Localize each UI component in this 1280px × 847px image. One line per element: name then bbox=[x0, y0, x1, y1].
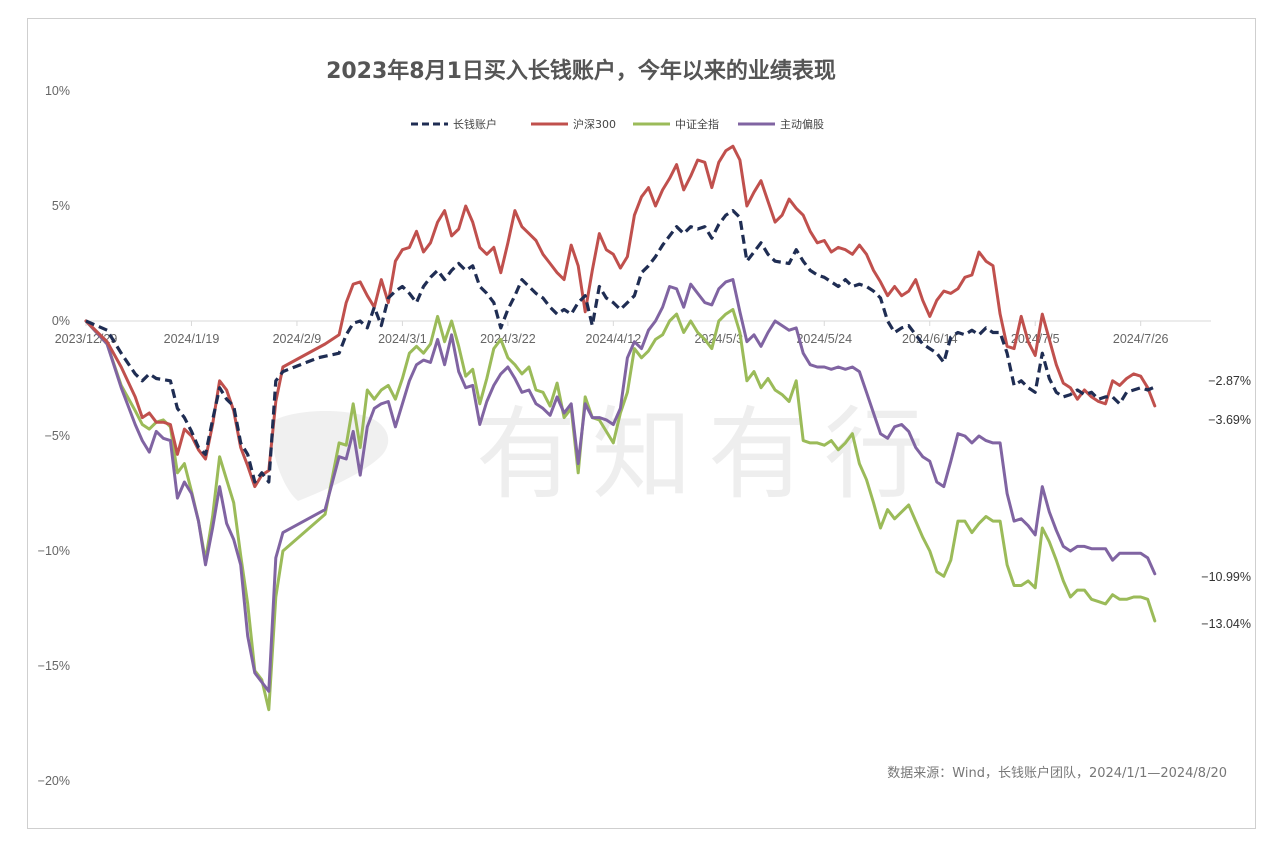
x-tick-label: 2024/1/19 bbox=[164, 332, 220, 346]
y-tick-label: 5% bbox=[52, 199, 70, 213]
chart-title: 2023年8月1日买入长钱账户，今年以来的业绩表现 bbox=[326, 58, 836, 84]
x-tick-label: 2024/3/22 bbox=[480, 332, 536, 346]
x-tick-label: 2024/6/14 bbox=[902, 332, 958, 346]
chart-frame: 有知有行 2023年8月1日买入长钱账户，今年以来的业绩表现 长钱账户 沪深300… bbox=[27, 18, 1256, 829]
legend-label: 沪深300 bbox=[573, 117, 616, 131]
series-line-1 bbox=[85, 209, 1156, 484]
series-end-label: −13.04% bbox=[1201, 617, 1251, 631]
legend-label: 主动偏股 bbox=[780, 117, 824, 131]
legend: 长钱账户 沪深300 中证全指 主动偏股 bbox=[411, 117, 824, 131]
x-tick-label: 2024/5/3 bbox=[694, 332, 743, 346]
series-line-3 bbox=[84, 308, 1157, 712]
series-lines bbox=[84, 144, 1157, 712]
y-tick-label: −5% bbox=[45, 429, 70, 443]
end-labels: −2.87% −3.69% −13.04% −10.99% bbox=[1201, 374, 1251, 631]
y-tick-label: 0% bbox=[52, 314, 70, 328]
x-tick-label: 2024/4/12 bbox=[586, 332, 642, 346]
legend-label: 长钱账户 bbox=[453, 117, 497, 131]
source-note: 数据来源：Wind，长钱账户团队，2024/1/1—2024/8/20 bbox=[887, 765, 1227, 781]
series-end-label: −2.87% bbox=[1208, 374, 1251, 388]
y-tick-label: −15% bbox=[38, 659, 70, 673]
y-tick-label: −10% bbox=[38, 544, 70, 558]
y-axis: 10% 5% 0% −5% −10% −15% −20% bbox=[38, 84, 70, 788]
series-line-4 bbox=[84, 278, 1157, 693]
x-tick-label: 2024/7/26 bbox=[1113, 332, 1169, 346]
series-end-label: −10.99% bbox=[1201, 570, 1251, 584]
x-tick-label: 2024/3/1 bbox=[378, 332, 427, 346]
y-tick-label: 10% bbox=[45, 84, 70, 98]
series-line-2 bbox=[84, 144, 1157, 489]
y-tick-label: −20% bbox=[38, 774, 70, 788]
series-end-label: −3.69% bbox=[1208, 413, 1251, 427]
x-axis: 2023/12/29 2024/1/19 2024/2/9 2024/3/1 2024/… bbox=[55, 321, 1169, 346]
x-tick-label: 2024/5/24 bbox=[796, 332, 852, 346]
line-chart: 有知有行 2023年8月1日买入长钱账户，今年以来的业绩表现 长钱账户 沪深300… bbox=[38, 58, 1251, 788]
legend-label: 中证全指 bbox=[675, 117, 719, 131]
x-tick-label: 2024/2/9 bbox=[273, 332, 322, 346]
